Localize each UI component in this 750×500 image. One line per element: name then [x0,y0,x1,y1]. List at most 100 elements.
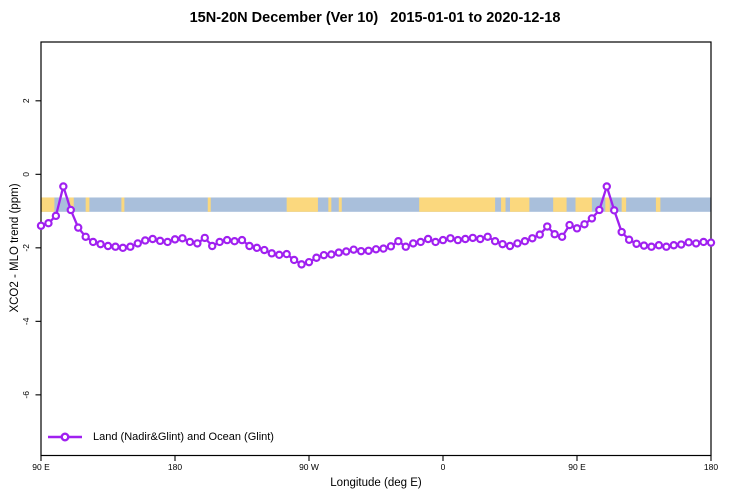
data-point [66,205,75,215]
x-tick-label: 180 [704,462,718,472]
y-tick-label: -2 [21,244,31,252]
data-point [528,234,537,243]
land-patch [328,197,332,212]
data-point [572,224,582,233]
data-point [557,232,567,242]
data-point [379,244,388,253]
land-patch [41,197,55,212]
land-patch [553,197,567,212]
data-point [155,236,165,246]
data-point [498,239,507,249]
land-patch [510,197,530,212]
data-point [297,260,306,269]
data-point [431,237,440,247]
data-point [275,250,284,260]
data-point [51,211,61,221]
data-point [44,219,53,228]
land-patch [575,197,592,212]
data-point [505,241,515,251]
y-tick-label: 2 [21,98,31,103]
data-point [647,242,656,251]
land-patch [207,197,211,212]
data-point [520,237,530,246]
land-patch [286,197,318,212]
land-patch [69,197,74,212]
x-tick-label: 180 [168,462,182,472]
data-point [468,233,477,243]
land-patch [419,197,496,212]
data-point [386,242,396,251]
land-patch [605,197,610,212]
data-point [304,257,314,267]
data-point [550,230,559,239]
data-point [215,237,224,247]
data-point [334,248,343,257]
data-point [163,237,172,247]
x-tick-label: 90 E [568,462,586,472]
x-tick-label: 0 [441,462,446,472]
data-point [394,237,403,246]
data-point [416,237,425,247]
data-point [535,230,544,239]
data-point [96,239,105,249]
data-point [662,242,671,251]
data-point [617,227,626,237]
data-point [36,221,46,230]
data-point [282,249,291,259]
land-patch [655,197,661,212]
data-point [260,245,269,255]
data-point [401,242,410,251]
data-point [356,246,366,256]
data-point [543,222,552,231]
data-point [706,238,716,247]
legend-line-marker-icon [48,432,82,442]
data-point [319,250,329,260]
data-point [81,232,90,242]
data-point [111,242,120,251]
data-point [587,214,597,223]
data-point [476,234,485,244]
data-point [289,255,299,265]
x-tick-label: 90 E [32,462,50,472]
data-point [595,205,604,215]
land-patch [501,197,506,212]
data-point [245,241,254,251]
data-point [208,241,217,251]
data-point [423,234,433,244]
data-point [327,250,336,259]
data-point [193,239,202,248]
data-point [267,249,276,258]
data-point [237,235,247,245]
data-point [148,234,157,244]
data-point [252,243,262,253]
y-tick-label: -4 [21,317,31,325]
chart-title: 15N-20N December (Ver 10) 2015-01-01 to … [189,10,561,26]
data-point [684,238,693,247]
data-point [342,247,351,256]
data-point [565,220,574,230]
data-point [490,237,500,246]
data-point [654,241,664,250]
data-point [371,245,381,254]
legend: Land (Nadir&Glint) and Ocean (Glint) [46,429,274,445]
data-point [438,235,448,245]
data-point [103,241,113,251]
legend-marker [60,432,70,442]
land-patch [85,197,90,212]
data-point [461,234,470,244]
data-point [133,239,142,248]
x-tick-label: 90 W [299,462,319,472]
data-point [669,241,678,250]
data-point [639,241,649,250]
data-point [610,206,619,215]
y-tick-label: -6 [21,391,31,399]
data-point [59,182,68,191]
data-point [632,239,641,248]
data-point [513,239,522,248]
land-patch [621,197,627,212]
data-point [453,235,463,245]
data-point [222,235,232,245]
data-point [118,243,128,253]
